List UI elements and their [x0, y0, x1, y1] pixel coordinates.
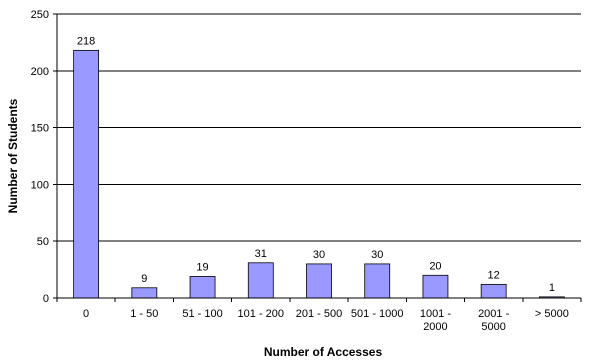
bar [480, 283, 507, 299]
x-tick-label: 501 - 1000 [351, 308, 404, 320]
bar [247, 262, 274, 299]
bar [73, 49, 100, 299]
bar [306, 263, 332, 299]
x-tick-labels: 0 1 - 50 51 - 100 101 - 200 201 - 500 501 - 1… [83, 308, 569, 333]
x-tick-label: 2001 -5000 [478, 308, 510, 333]
x-tick-label: 51 - 100 [182, 308, 222, 320]
data-label: 218 [77, 35, 95, 47]
data-label: 30 [313, 249, 325, 261]
x-tick-label: 0 [83, 308, 89, 320]
bar [422, 274, 449, 299]
data-label: 20 [429, 260, 441, 272]
bar [364, 263, 391, 299]
x-tick-label: 101 - 200 [238, 308, 284, 320]
bar [131, 287, 158, 299]
grid-lines [57, 13, 581, 242]
x-tick-label: 1 - 50 [130, 308, 158, 320]
y-tick-label: 200 [31, 66, 49, 78]
y-tick-label: 50 [37, 236, 49, 248]
data-label: 12 [488, 269, 500, 281]
y-tick-label: 250 [31, 9, 49, 21]
x-axis-title: Number of Accesses [264, 345, 383, 359]
x-tick-label: 1001 -2000 [420, 308, 452, 333]
data-label: 9 [141, 273, 147, 285]
y-axis-title: Number of Students [6, 98, 20, 213]
data-label: 1 [549, 282, 555, 294]
y-tick-label: 0 [43, 293, 49, 305]
data-labels: 218 9 19 31 30 30 20 12 1 [77, 35, 555, 294]
y-tick-label: 100 [31, 179, 49, 191]
x-tick-label: 201 - 500 [296, 308, 342, 320]
data-label: 31 [255, 248, 267, 260]
bar [189, 276, 216, 299]
bars [73, 49, 565, 299]
data-label: 30 [371, 249, 383, 261]
y-tick-labels: 0 50 100 150 200 250 [31, 9, 49, 305]
data-label: 19 [196, 261, 208, 273]
y-tick-label: 150 [31, 123, 49, 135]
axes [53, 13, 582, 302]
x-tick-label: > 5000 [535, 308, 569, 320]
